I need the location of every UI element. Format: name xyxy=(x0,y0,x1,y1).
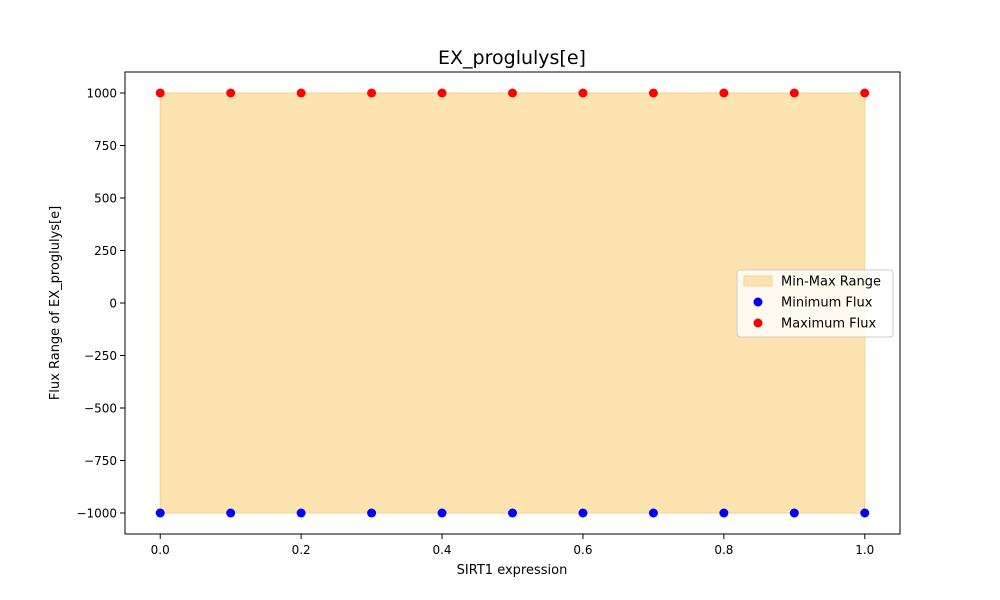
maximum-flux-point xyxy=(437,88,447,98)
x-tick-label: 1.0 xyxy=(855,543,874,557)
maximum-flux-point xyxy=(578,88,588,98)
maximum-flux-point xyxy=(155,88,165,98)
maximum-flux-point xyxy=(719,88,729,98)
y-tick-label: 250 xyxy=(94,244,117,258)
y-tick-label: 1000 xyxy=(86,87,117,101)
y-axis: −1000 −750 −500 −250 0 250 500 750 1000 xyxy=(76,87,125,521)
minimum-flux-point xyxy=(155,508,165,518)
legend: Min-Max Range Minimum Flux Maximum Flux xyxy=(736,269,894,338)
y-tick-label: 750 xyxy=(94,139,117,153)
minimum-flux-point xyxy=(508,508,517,518)
x-tick-label: 0.4 xyxy=(432,543,451,557)
y-tick-label: 0 xyxy=(109,297,117,311)
minimum-flux-point xyxy=(226,508,236,518)
y-tick-label: −750 xyxy=(84,454,117,468)
maximum-flux-point xyxy=(860,88,870,98)
minimum-flux-point xyxy=(719,508,729,518)
maximum-flux-point xyxy=(226,88,236,98)
minimum-flux-point xyxy=(578,508,588,518)
y-tick-label: 500 xyxy=(94,192,117,206)
minimum-flux-point xyxy=(367,508,377,518)
y-tick-label: −250 xyxy=(84,349,117,363)
legend-label: Maximum Flux xyxy=(781,317,877,332)
maximum-flux-point xyxy=(648,88,658,98)
maximum-flux-point xyxy=(789,88,799,98)
minimum-flux-point xyxy=(648,508,658,518)
x-tick-label: 0.2 xyxy=(292,543,311,557)
chart-title: EX_proglulys[e] xyxy=(438,47,586,69)
legend-label: Min-Max Range xyxy=(781,275,881,290)
minimum-flux-point xyxy=(789,508,799,518)
legend-marker-maximum-flux xyxy=(753,318,763,328)
legend-box xyxy=(736,269,894,338)
minimum-flux-point xyxy=(860,508,870,518)
minimum-flux-point xyxy=(437,508,447,518)
y-tick-label: −1000 xyxy=(76,507,117,521)
x-axis-label: SIRT1 expression xyxy=(457,563,568,578)
y-tick-label: −500 xyxy=(84,402,117,416)
x-axis: 0.0 0.2 0.4 0.6 0.8 1.0 xyxy=(151,534,874,557)
legend-label: Minimum Flux xyxy=(781,296,873,311)
legend-swatch-min-max-range xyxy=(743,275,773,287)
plot-area xyxy=(155,88,870,518)
maximum-flux-point xyxy=(367,88,377,98)
legend-marker-minimum-flux xyxy=(753,297,763,307)
maximum-flux-point xyxy=(296,88,306,98)
x-tick-label: 0.0 xyxy=(151,543,170,557)
y-axis-label: Flux Range of EX_proglulys[e] xyxy=(48,206,63,400)
minimum-flux-point xyxy=(296,508,306,518)
x-tick-label: 0.6 xyxy=(573,543,592,557)
x-tick-label: 0.8 xyxy=(714,543,733,557)
maximum-flux-point xyxy=(508,88,517,98)
